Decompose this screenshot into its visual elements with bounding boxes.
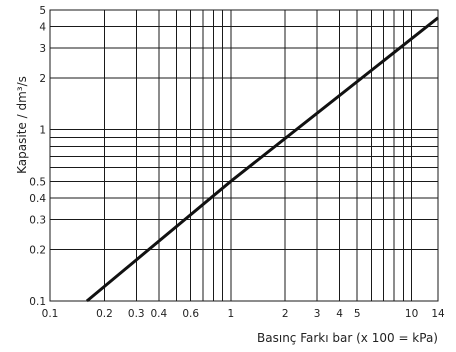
x-axis-label: Basınç Farkı bar (x 100 = kPa)	[257, 331, 438, 345]
x-tick-label: 4	[336, 308, 343, 320]
x-tick-label: 0.2	[96, 308, 113, 320]
x-tick-label: 10	[405, 308, 418, 320]
y-tick-label: 0.5	[29, 176, 46, 188]
x-tick-label: 14	[431, 308, 445, 320]
x-axis-ticks: 0.1 0.2 0.3 0.4 0.6 1 2 3 4 5 10 14	[42, 308, 445, 320]
x-tick-label: 1	[227, 308, 234, 320]
y-tick-label: 0.2	[29, 244, 46, 256]
x-tick-label: 0.6	[182, 308, 199, 320]
y-tick-label: 2	[39, 73, 46, 85]
x-tick-label: 0.4	[150, 308, 167, 320]
x-tick-label: 0.3	[128, 308, 145, 320]
grid	[50, 10, 438, 301]
y-axis-ticks: 0.1 0.2 0.3 0.4 0.5 1 2 3 4 5	[29, 5, 46, 308]
y-tick-label: 5	[39, 5, 46, 17]
x-tick-label: 5	[354, 308, 361, 320]
y-tick-label: 4	[39, 22, 46, 34]
series-line	[85, 16, 439, 303]
plot-frame	[49, 9, 439, 302]
y-tick-label: 0.3	[29, 214, 46, 226]
x-tick-label: 3	[314, 308, 321, 320]
y-tick-label: 3	[39, 43, 46, 55]
x-tick-label: 0.1	[42, 308, 59, 320]
y-axis-label: Kapasite / dm³/s	[15, 76, 29, 174]
x-tick-label: 2	[282, 308, 289, 320]
y-tick-label: 1	[39, 125, 46, 137]
y-tick-label: 0.4	[29, 193, 46, 205]
series-layer	[85, 16, 439, 303]
y-tick-label: 0.1	[29, 296, 46, 308]
